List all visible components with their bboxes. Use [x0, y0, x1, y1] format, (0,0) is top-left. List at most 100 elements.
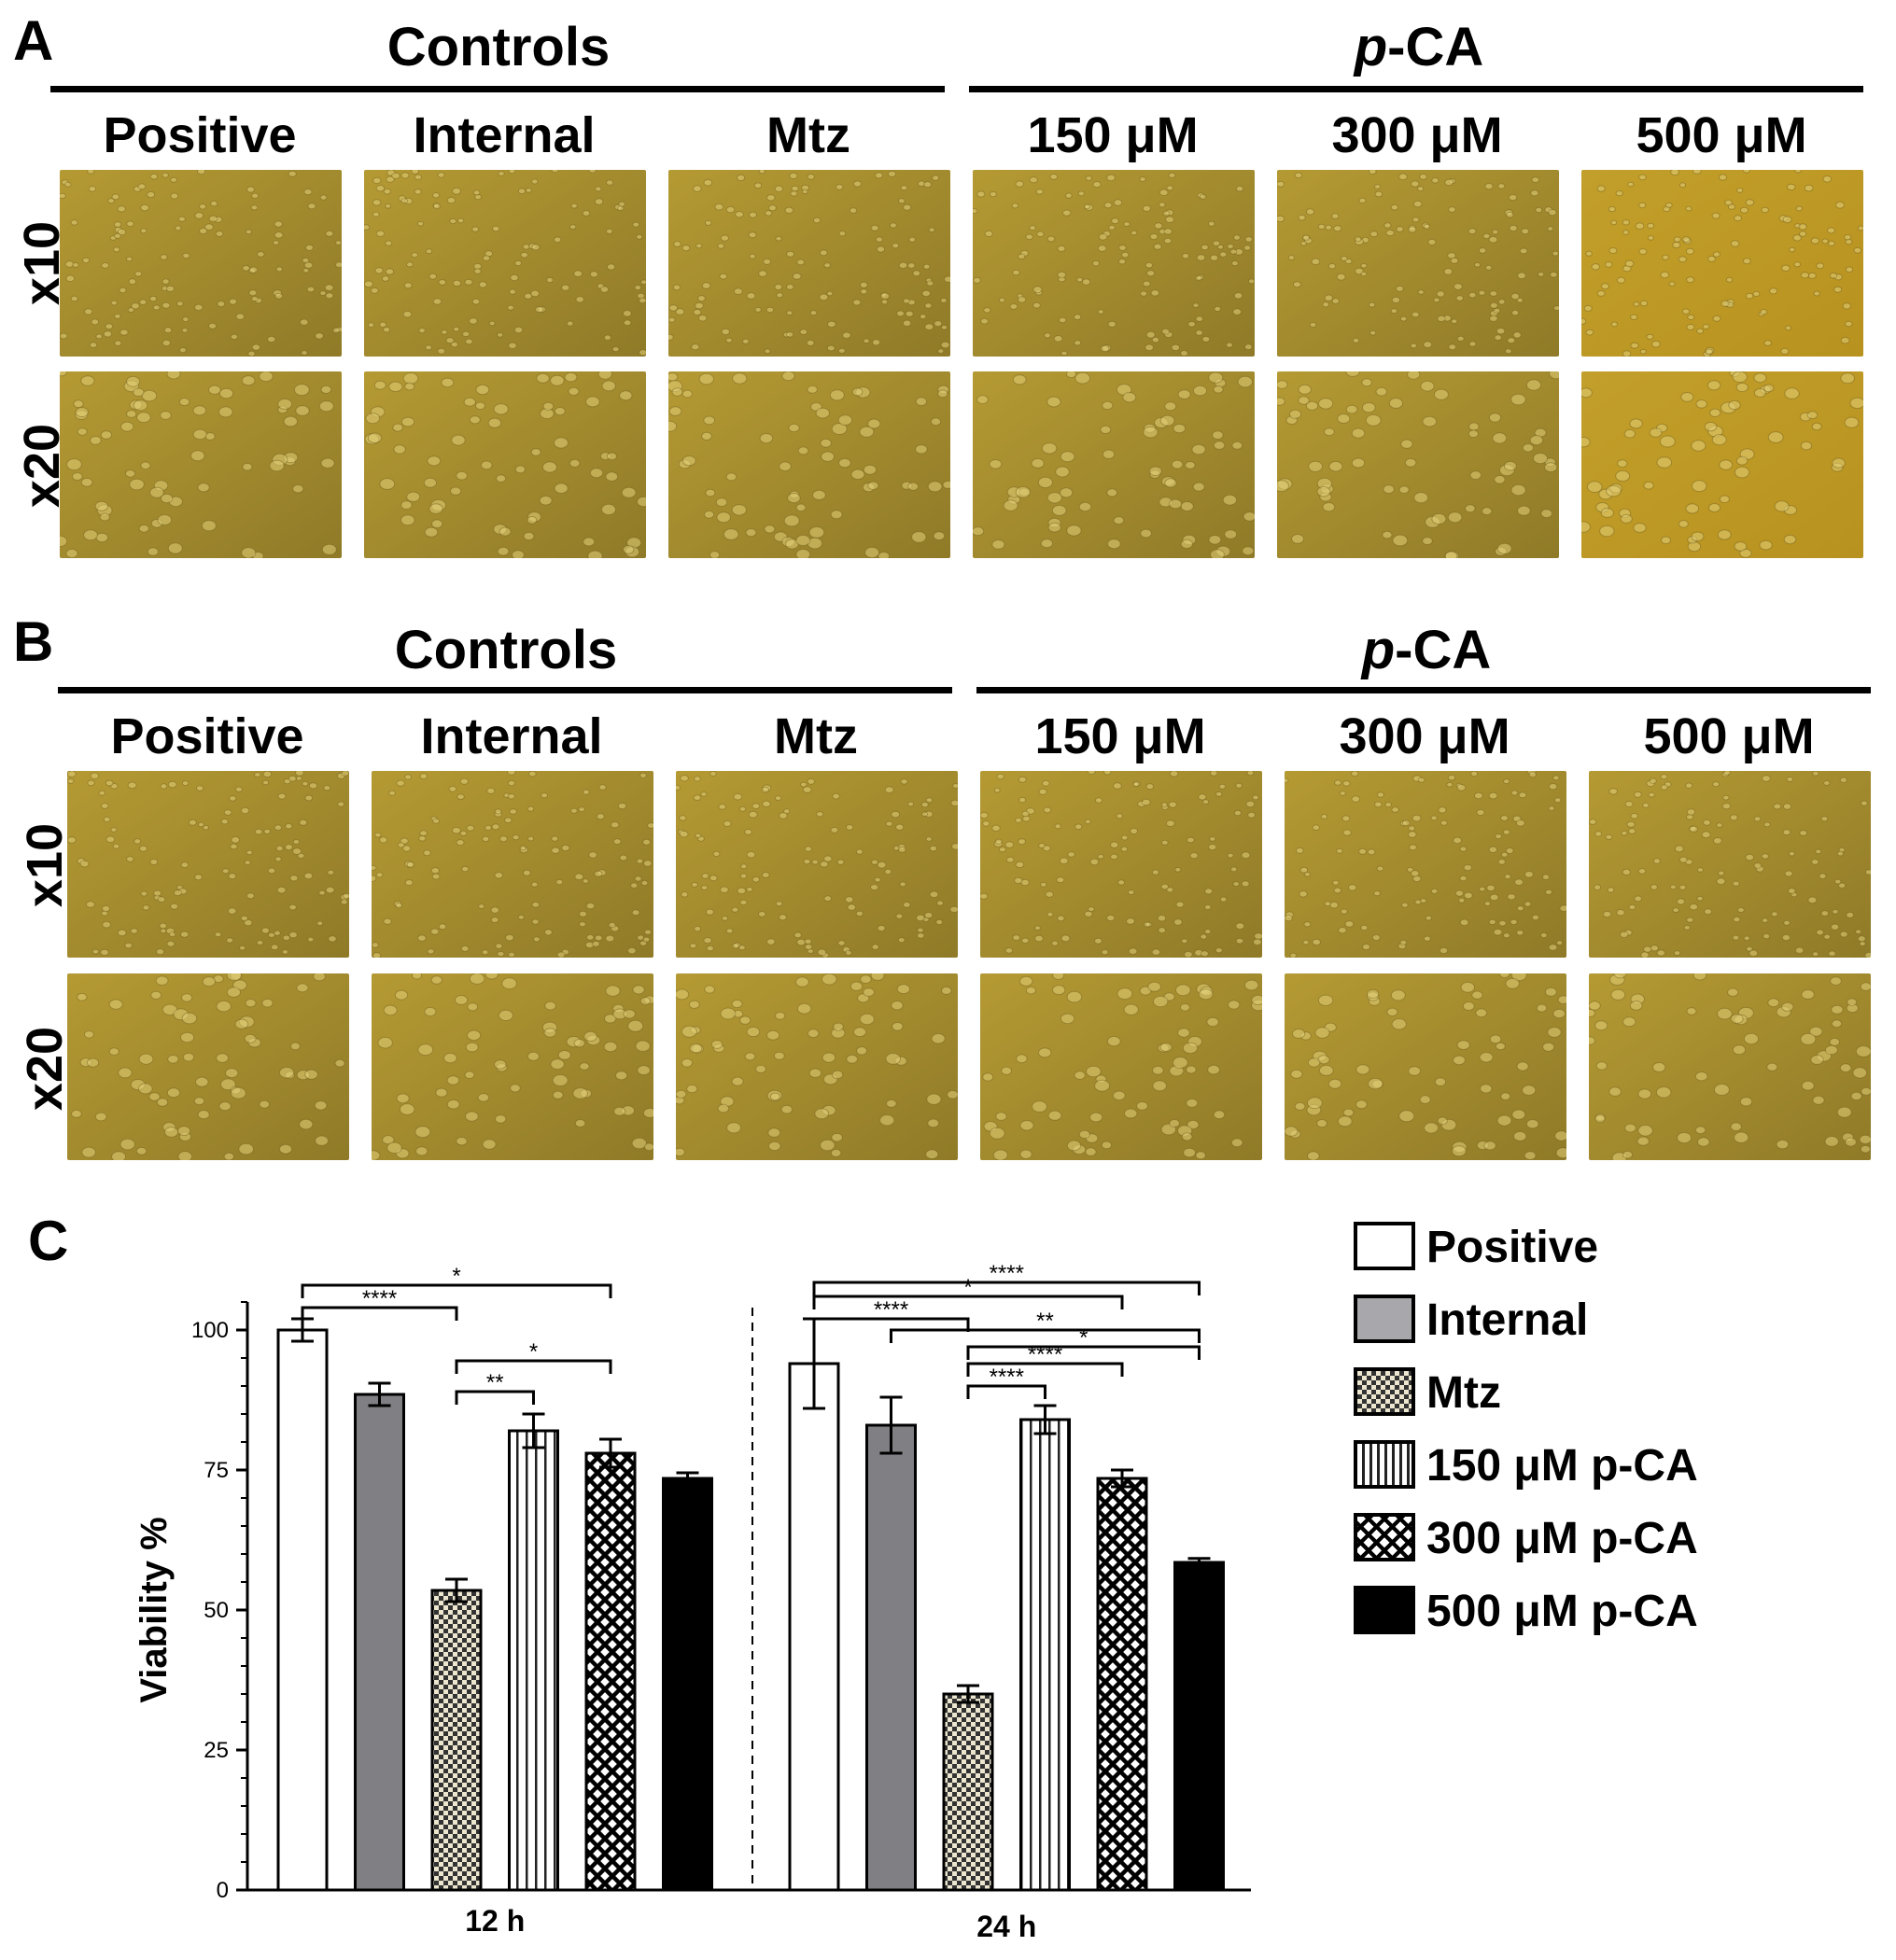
significance-label-0: *	[452, 1264, 460, 1289]
significance-brackets: ***************** ***********	[301, 1261, 1201, 1405]
panel-a-controls-rule	[50, 86, 945, 92]
panel-a-col-internal: Internal	[413, 107, 596, 163]
significance-label-6: ****	[874, 1297, 908, 1323]
panel-b-row-x20: x20	[17, 1026, 73, 1112]
bar-1-4	[1096, 1477, 1148, 1892]
y-tick-label: 100	[191, 1318, 229, 1343]
bar-0-0	[276, 1328, 329, 1892]
panel-b-micrograph-1-2	[676, 973, 958, 1160]
legend-swatch-3	[1354, 1440, 1415, 1489]
legend-label-0: Positive	[1426, 1223, 1599, 1272]
panel-b-micrograph-0-2	[676, 771, 958, 958]
legend-swatch-5	[1354, 1586, 1415, 1634]
panel-a-pca-title: p-CA	[1354, 17, 1484, 77]
y-tick-label: 50	[204, 1598, 229, 1623]
bars	[276, 1317, 1225, 1892]
bar-1-2	[942, 1692, 994, 1892]
significance-label-9: ****	[1028, 1342, 1062, 1367]
significance-bracket-5: *	[812, 1275, 1124, 1309]
panel-b-pca-rule	[976, 687, 1871, 693]
panel-b-micrograph-0-1	[372, 771, 653, 958]
legend-label-4: 300 μM p-CA	[1426, 1514, 1698, 1563]
panel-b-micrograph-1-5	[1589, 973, 1871, 1160]
panel-b-letter: B	[13, 610, 54, 673]
y-axis: 0 25 50 75 100	[191, 1301, 1251, 1903]
significance-bracket-10: ****	[966, 1365, 1046, 1399]
panel-a-micrograph-1-5	[1581, 371, 1863, 558]
panel-a-micrograph-1-3	[973, 371, 1255, 558]
panel-a-micrograph-0-2	[668, 170, 950, 357]
panel-a-col-500: 500 μM	[1636, 107, 1807, 163]
y-tick-label: 0	[217, 1878, 229, 1903]
panel-b-pca-title: p-CA	[1361, 620, 1492, 680]
panel-b-micrograph-0-5	[1589, 771, 1871, 958]
panel-b-micrograph-1-1	[372, 973, 653, 1160]
panel-a-micrograph-0-4	[1277, 170, 1559, 357]
significance-bracket-4: ****	[812, 1261, 1201, 1295]
panel-a-col-positive: Positive	[103, 107, 297, 163]
significance-bracket-3: **	[455, 1370, 535, 1405]
panel-b-micrograph-1-3	[980, 973, 1262, 1160]
panel-b-col-positive: Positive	[110, 708, 304, 764]
panel-a-micrograph-0-3	[973, 170, 1255, 357]
legend-swatch-0	[1354, 1222, 1415, 1270]
panel-b-col-300: 300 μM	[1339, 708, 1510, 764]
legend-swatch-1	[1354, 1295, 1415, 1343]
panel-a-micrograph-1-0	[60, 371, 342, 558]
bar-0-1	[354, 1393, 405, 1892]
significance-label-8: *	[1079, 1325, 1088, 1351]
panel-b-col-mtz: Mtz	[774, 708, 858, 764]
significance-label-2: *	[529, 1339, 538, 1365]
significance-label-10: ****	[990, 1365, 1024, 1390]
panel-b-micrograph-1-4	[1285, 973, 1566, 1160]
significance-bracket-0: *	[301, 1264, 612, 1298]
panel-b-col-500: 500 μM	[1643, 708, 1815, 764]
panel-b-controls-rule	[58, 687, 952, 693]
significance-bracket-8: *	[966, 1325, 1201, 1360]
legend-swatch-4	[1354, 1513, 1415, 1561]
significance-bracket-2: *	[455, 1339, 612, 1374]
panel-a-micrograph-0-0	[60, 170, 342, 357]
bar-1-3	[1019, 1418, 1071, 1892]
panel-b-col-150: 150 μM	[1034, 708, 1206, 764]
x-tick-label-1: 24 h	[976, 1910, 1036, 1943]
panel-a-micrograph-1-4	[1277, 371, 1559, 558]
panel-a-col-mtz: Mtz	[766, 107, 850, 163]
bar-0-3	[508, 1429, 559, 1892]
bar-1-5	[1173, 1561, 1225, 1892]
significance-label-1: ****	[362, 1286, 397, 1311]
panel-b-row-x10: x10	[17, 822, 73, 908]
significance-label-3: **	[486, 1370, 504, 1395]
significance-label-5: *	[963, 1275, 972, 1300]
significance-bracket-1: ****	[301, 1286, 458, 1321]
bar-0-2	[430, 1589, 483, 1892]
panel-b-micrograph-0-3	[980, 771, 1262, 958]
panel-a-letter: A	[13, 9, 54, 72]
legend-swatch-2	[1354, 1367, 1415, 1416]
y-tick-label: 75	[204, 1458, 229, 1483]
panel-b-col-internal: Internal	[420, 708, 603, 764]
panel-a-micrograph-1-1	[364, 371, 646, 558]
x-tick-label-0: 12 h	[465, 1904, 525, 1938]
panel-b-micrograph-1-0	[67, 973, 349, 1160]
bar-1-0	[788, 1362, 840, 1892]
panel-a-micrograph-0-5	[1581, 170, 1863, 357]
legend-label-1: Internal	[1426, 1295, 1589, 1345]
significance-label-4: ****	[990, 1261, 1024, 1286]
x-axis-labels: 12 h 24 h	[465, 1904, 1036, 1943]
panel-a-micrograph-1-2	[668, 371, 950, 558]
panel-a-micrograph-0-1	[364, 170, 646, 357]
panel-a-col-300: 300 μM	[1331, 107, 1503, 163]
y-axis-label: Viability %	[133, 1517, 175, 1702]
bar-0-5	[662, 1477, 713, 1892]
legend-label-3: 150 μM p-CA	[1426, 1441, 1698, 1491]
significance-bracket-6: ****	[812, 1297, 970, 1332]
significance-bracket-9: ****	[966, 1342, 1124, 1377]
bar-1-1	[865, 1423, 917, 1892]
legend-label-2: Mtz	[1426, 1368, 1501, 1418]
panel-a-controls-title: Controls	[386, 17, 611, 77]
panel-a-pca-rule	[969, 86, 1863, 92]
panel-b-micrograph-0-0	[67, 771, 349, 958]
panel-b-micrograph-0-4	[1285, 771, 1566, 958]
legend-label-5: 500 μM p-CA	[1426, 1587, 1698, 1636]
